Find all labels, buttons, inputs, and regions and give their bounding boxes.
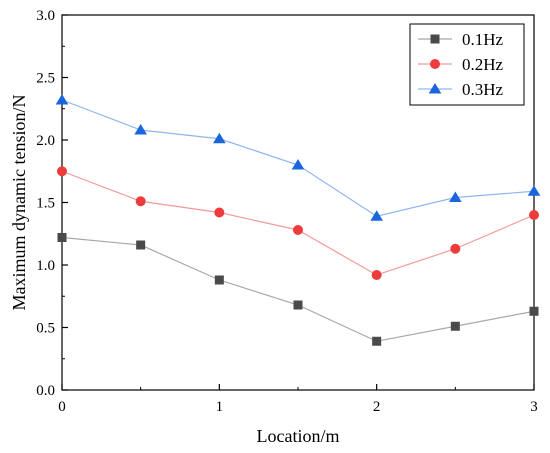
data-point bbox=[450, 321, 460, 331]
legend-marker bbox=[430, 59, 440, 69]
x-axis-title: Location/m bbox=[257, 426, 340, 446]
data-point bbox=[291, 159, 305, 170]
data-point bbox=[134, 124, 147, 135]
x-tick-label: 2 bbox=[373, 399, 381, 415]
data-point bbox=[529, 210, 539, 220]
legend-item: 0.3Hz bbox=[418, 80, 504, 99]
data-point bbox=[529, 306, 539, 316]
y-tick-label: 1.5 bbox=[36, 196, 55, 212]
legend-label: 0.3Hz bbox=[462, 80, 504, 99]
legend-label: 0.1Hz bbox=[462, 30, 504, 49]
data-point bbox=[214, 275, 224, 285]
legend-item: 0.1Hz bbox=[418, 30, 504, 49]
data-point bbox=[213, 132, 226, 144]
series-0 bbox=[57, 233, 539, 346]
data-point bbox=[371, 270, 382, 280]
data-point bbox=[136, 240, 146, 250]
y-tick-label: 2.0 bbox=[36, 133, 55, 149]
data-point bbox=[293, 300, 303, 310]
y-tick-label: 1.0 bbox=[36, 258, 55, 274]
data-point bbox=[449, 191, 462, 202]
y-tick-label: 0.5 bbox=[36, 321, 55, 337]
legend-marker bbox=[428, 83, 442, 94]
x-tick-label: 3 bbox=[530, 399, 538, 415]
series-line bbox=[61, 236, 535, 342]
data-point bbox=[135, 196, 146, 207]
data-point bbox=[527, 185, 541, 196]
legend: 0.1Hz 0.2Hz 0.3Hz bbox=[409, 23, 525, 106]
legend-label: 0.2Hz bbox=[462, 55, 504, 74]
x-tick-label: 1 bbox=[216, 399, 224, 415]
y-tick-label: 0.0 bbox=[36, 383, 55, 399]
legend-item: 0.2Hz bbox=[418, 55, 504, 74]
data-point bbox=[214, 207, 225, 218]
series-1 bbox=[57, 166, 539, 280]
y-tick-label: 3.0 bbox=[36, 8, 55, 24]
series-2 bbox=[55, 94, 541, 221]
data-point bbox=[450, 243, 461, 254]
series-layer bbox=[55, 94, 541, 346]
data-point bbox=[370, 210, 383, 221]
axis-ticks: 0 1 2 3 0.0 0.5 1.0 1.5 2.0 2.5 3.0 bbox=[36, 8, 538, 415]
data-point bbox=[293, 225, 303, 235]
data-point bbox=[55, 94, 69, 105]
x-tick-label: 0 bbox=[58, 399, 66, 415]
data-point bbox=[372, 336, 382, 346]
legend-marker bbox=[430, 34, 440, 44]
y-tick-label: 2.5 bbox=[36, 71, 55, 87]
data-point bbox=[57, 233, 67, 242]
y-axis-title: Maximum dynamic tension/N bbox=[9, 95, 29, 311]
data-point bbox=[57, 166, 67, 177]
series-line bbox=[61, 170, 535, 276]
